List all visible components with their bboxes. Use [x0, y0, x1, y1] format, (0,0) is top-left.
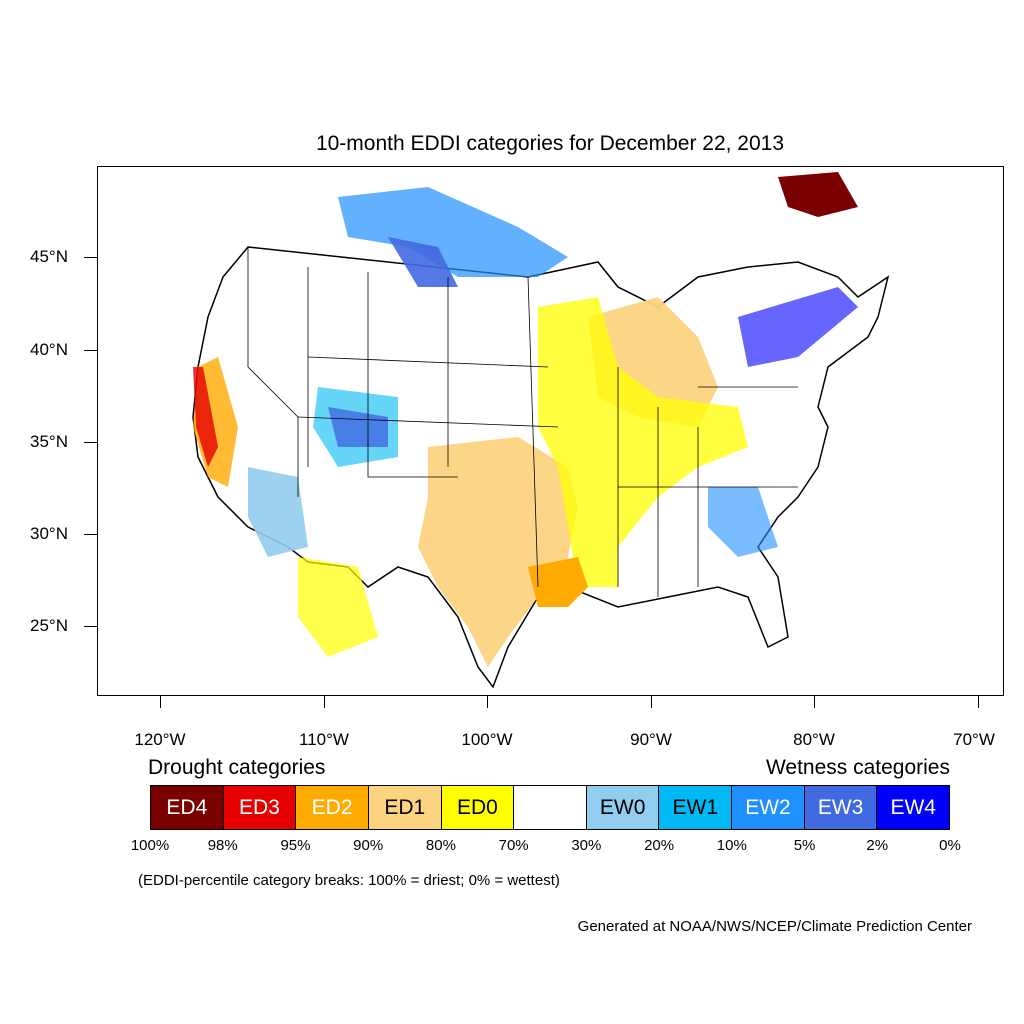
lon-tick — [651, 696, 652, 708]
lat-label-25: 25°N — [30, 616, 68, 635]
ew4-region-northeast — [738, 287, 858, 367]
percent-break-label: 5% — [793, 837, 816, 854]
legend-cell-ew2: EW2 — [732, 786, 805, 829]
ed4-region-canada — [778, 172, 858, 217]
lon-tick — [160, 696, 161, 708]
ew2-region-north — [338, 187, 568, 277]
ew3-region-north — [388, 237, 458, 287]
lon-label-100: 100°W — [461, 730, 513, 749]
ed2-region-texas — [528, 557, 588, 607]
credit-text: Generated at NOAA/NWS/NCEP/Climate Predi… — [577, 918, 972, 935]
percent-break-label: 30% — [571, 837, 602, 854]
legend-cell-ed0: ED0 — [441, 786, 515, 829]
legend-cell-neutral — [514, 786, 587, 829]
lon-label-80: 80°W — [793, 730, 835, 749]
percent-break-label: 90% — [353, 837, 384, 854]
drought-heading: Drought categories — [148, 756, 326, 779]
legend-cell-ed2: ED2 — [296, 786, 369, 829]
lon-label-70: 70°W — [953, 730, 995, 749]
legend-cell-ew1: EW1 — [659, 786, 733, 829]
percent-break-label: 2% — [866, 837, 889, 854]
ed0-region-southwest — [298, 557, 378, 657]
map-title: 10-month EDDI categories for December 22… — [315, 132, 785, 155]
lon-tick — [487, 696, 488, 708]
percent-break-label: 95% — [280, 837, 311, 854]
legend-cell-ew3: EW3 — [804, 786, 878, 829]
lat-label-40: 40°N — [30, 340, 68, 359]
wetness-heading: Wetness categories — [765, 756, 950, 779]
lat-label-35: 35°N — [30, 432, 68, 451]
lon-tick — [978, 696, 979, 708]
percent-break-label: 80% — [425, 837, 456, 854]
state-boundaries — [247, 247, 798, 597]
lon-label-90: 90°W — [630, 730, 672, 749]
ed1-region-central — [418, 437, 578, 667]
map-panel — [97, 166, 1004, 696]
lat-tick — [84, 257, 97, 258]
legend-cell-ed1: ED1 — [368, 786, 442, 829]
percent-break-label: 20% — [644, 837, 675, 854]
breaks-note: (EDDI-percentile category breaks: 100% =… — [138, 872, 560, 889]
ew0-region-southwest — [248, 467, 308, 557]
ed0-region-midwest — [538, 297, 748, 587]
lon-tick — [814, 696, 815, 708]
percent-break-label: 10% — [716, 837, 747, 854]
legend-cell-ew0: EW0 — [586, 786, 660, 829]
percent-break-label: 98% — [207, 837, 238, 854]
lat-tick — [84, 626, 97, 627]
lon-label-120: 120°W — [134, 730, 186, 749]
ew3-region-rockies — [328, 407, 388, 447]
legend-cell-ed3: ED3 — [223, 786, 297, 829]
eddi-map — [192, 172, 890, 689]
category-legend: ED4 ED3 ED2 ED1 ED0 EW0 EW1 EW2 EW3 EW4 — [150, 785, 950, 830]
lon-label-110: 110°W — [299, 730, 349, 749]
lat-tick — [84, 442, 97, 443]
ed3-region-coast — [193, 367, 218, 467]
category-regions — [193, 172, 858, 667]
ew2-region-southeast — [708, 487, 778, 557]
lon-tick — [324, 696, 325, 708]
lat-label-45: 45°N — [30, 247, 68, 266]
percent-break-label: 100% — [130, 837, 170, 854]
legend-cell-ed4: ED4 — [151, 786, 224, 829]
legend-cell-ew4: EW4 — [877, 786, 950, 829]
percent-break-label: 0% — [939, 837, 961, 854]
lat-tick — [84, 534, 97, 535]
lat-label-30: 30°N — [30, 524, 68, 543]
lat-tick — [84, 350, 97, 351]
percent-break-label: 70% — [498, 837, 529, 854]
